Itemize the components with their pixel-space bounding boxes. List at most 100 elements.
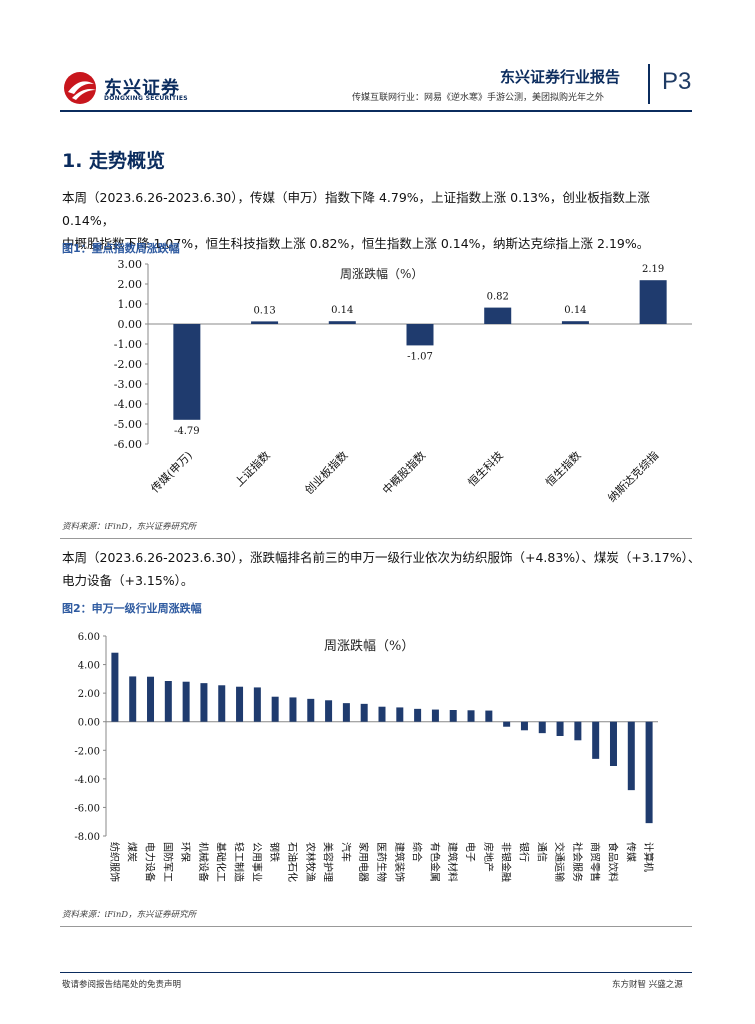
y-tick-label: -5.00	[114, 418, 142, 431]
y-tick-label: -4.00	[74, 775, 100, 786]
chart-title: 周涨跌幅（%）	[324, 638, 414, 654]
bar-上证指数	[251, 321, 279, 324]
footer-disclaimer: 敬请参阅报告结尾处的免责声明	[62, 980, 182, 990]
report-brand: 东兴证券行业报告	[500, 68, 621, 86]
x-tick-label: 纳斯达克综指	[605, 448, 662, 505]
bar-电子	[467, 710, 475, 722]
x-tick-label: 商贸零售	[589, 842, 602, 882]
y-tick-label: 1.00	[118, 298, 143, 311]
y-tick-label: 6.00	[78, 632, 100, 643]
data-label: -4.79	[174, 426, 200, 437]
x-tick-label: 房地产	[482, 842, 495, 872]
bar-交通运输	[556, 721, 564, 736]
figure-2-separator	[60, 926, 692, 927]
bar-计算机	[645, 721, 653, 824]
x-tick-label: 传媒(申万)	[149, 449, 195, 495]
figure-1-title: 图1：重点指数周涨跌幅	[62, 242, 180, 255]
bar-家用电器	[360, 703, 368, 722]
chart-title: 周涨跌幅（%）	[340, 266, 423, 281]
bar-医药生物	[378, 706, 386, 722]
company-logo	[62, 70, 192, 106]
bar-美容护理	[325, 700, 333, 722]
x-tick-label: 机械设备	[197, 842, 210, 882]
footer-slogan: 东方财智 兴盛之源	[612, 980, 683, 990]
bar-石油石化	[289, 697, 297, 722]
data-label: 0.14	[331, 305, 353, 316]
bar-机械设备	[200, 683, 208, 722]
bar-传媒	[627, 721, 635, 791]
y-tick-label: 4.00	[78, 661, 100, 672]
bar-恒生科技	[484, 307, 512, 324]
y-tick-label: -3.00	[114, 378, 142, 391]
bar-建筑装饰	[396, 707, 404, 722]
bar-社会服务	[574, 721, 582, 741]
bar-汽车	[342, 703, 350, 722]
header-divider	[648, 64, 650, 104]
x-tick-label: 恒生指数	[543, 448, 584, 489]
y-tick-label: -8.00	[74, 832, 100, 843]
y-tick-label: -2.00	[114, 358, 142, 371]
y-tick-label: 3.00	[118, 258, 143, 271]
bar-中概股指数	[406, 324, 434, 346]
bar-有色金属	[431, 709, 439, 722]
paragraph-1-line-1: 本周（2023.6.26-2023.6.30），传媒（申万）指数下降 4.79%…	[62, 190, 650, 228]
x-tick-label: 社会服务	[571, 842, 584, 882]
figure-1-bar-chart: 3.00 2.00 1.00 0.00 -1.00 -2.00 -3.00 -4.00 -5.0…	[114, 258, 692, 505]
y-tick-label: -4.00	[114, 398, 142, 411]
bar-钢铁	[271, 696, 279, 722]
x-tick-label: 石油石化	[286, 842, 299, 882]
bar-创业板指数	[328, 321, 356, 324]
bar-国防军工	[164, 681, 172, 722]
x-tick-label: 恒生科技	[465, 448, 506, 489]
y-tick-label: -1.00	[114, 338, 142, 351]
bar-商贸零售	[592, 721, 600, 759]
report-subtitle: 传媒互联网行业：网易《逆水寒》手游公测，美团拟购光年之外	[352, 93, 605, 103]
figure-1-separator	[60, 538, 692, 539]
x-tick-label: 煤炭	[126, 842, 139, 862]
data-label: 0.13	[253, 305, 275, 316]
x-tick-label: 公用事业	[250, 842, 263, 882]
x-tick-label: 计算机	[642, 842, 655, 872]
bar-传媒(申万)	[173, 324, 201, 420]
x-tick-label: 农林牧渔	[304, 842, 317, 882]
x-tick-label: 建筑材料	[446, 842, 459, 882]
bar-食品饮料	[609, 721, 617, 766]
y-tick-label: 2.00	[118, 278, 143, 291]
x-tick-label: 有色金属	[428, 842, 441, 882]
figure-2-title: 图2：申万一级行业周涨跌幅	[62, 602, 202, 615]
x-tick-label: 家用电器	[357, 842, 370, 882]
data-label: 2.19	[642, 264, 664, 275]
bar-非银金融	[503, 721, 511, 727]
x-tick-label: 电子	[464, 842, 477, 862]
x-tick-label: 美容护理	[322, 842, 335, 882]
bar-恒生指数	[561, 321, 589, 324]
bar-公用事业	[253, 687, 261, 722]
paragraph-2: 本周（2023.6.26-2023.6.30），涨跌幅排名前三的申万一级行业依次…	[62, 546, 702, 592]
data-label: -1.07	[407, 351, 433, 362]
x-tick-label: 交通运输	[553, 842, 566, 882]
paragraph-2-line-1: 本周（2023.6.26-2023.6.30），涨跌幅排名前三的申万一级行业依次…	[62, 550, 701, 565]
data-label: 0.82	[487, 292, 509, 303]
x-tick-label: 通信	[535, 842, 547, 862]
x-tick-label: 非银金融	[500, 842, 513, 882]
bar-农林牧渔	[307, 698, 315, 722]
data-label: 0.14	[564, 305, 586, 316]
x-tick-label: 食品饮料	[606, 842, 619, 882]
x-tick-label: 基础化工	[215, 842, 228, 882]
x-tick-label: 综合	[411, 842, 424, 862]
bar-通信	[538, 721, 546, 734]
y-tick-label: 0.00	[78, 718, 100, 729]
footer-rule	[60, 972, 692, 973]
bar-银行	[520, 721, 528, 731]
bar-综合	[414, 708, 422, 722]
logo-cn-text: 东兴证券	[104, 78, 180, 99]
bar-环保	[182, 681, 190, 722]
x-tick-label: 纺织服饰	[108, 842, 121, 882]
x-tick-label: 国防军工	[161, 842, 174, 882]
bar-纳斯达克综指	[639, 280, 667, 324]
section-title: 1. 走势概览	[62, 150, 166, 172]
logo-en-text: DONGXING SECURITIES	[104, 95, 188, 102]
y-tick-label: -2.00	[74, 746, 100, 757]
x-tick-label: 轻工制造	[233, 842, 246, 882]
bar-纺织服饰	[111, 652, 119, 722]
